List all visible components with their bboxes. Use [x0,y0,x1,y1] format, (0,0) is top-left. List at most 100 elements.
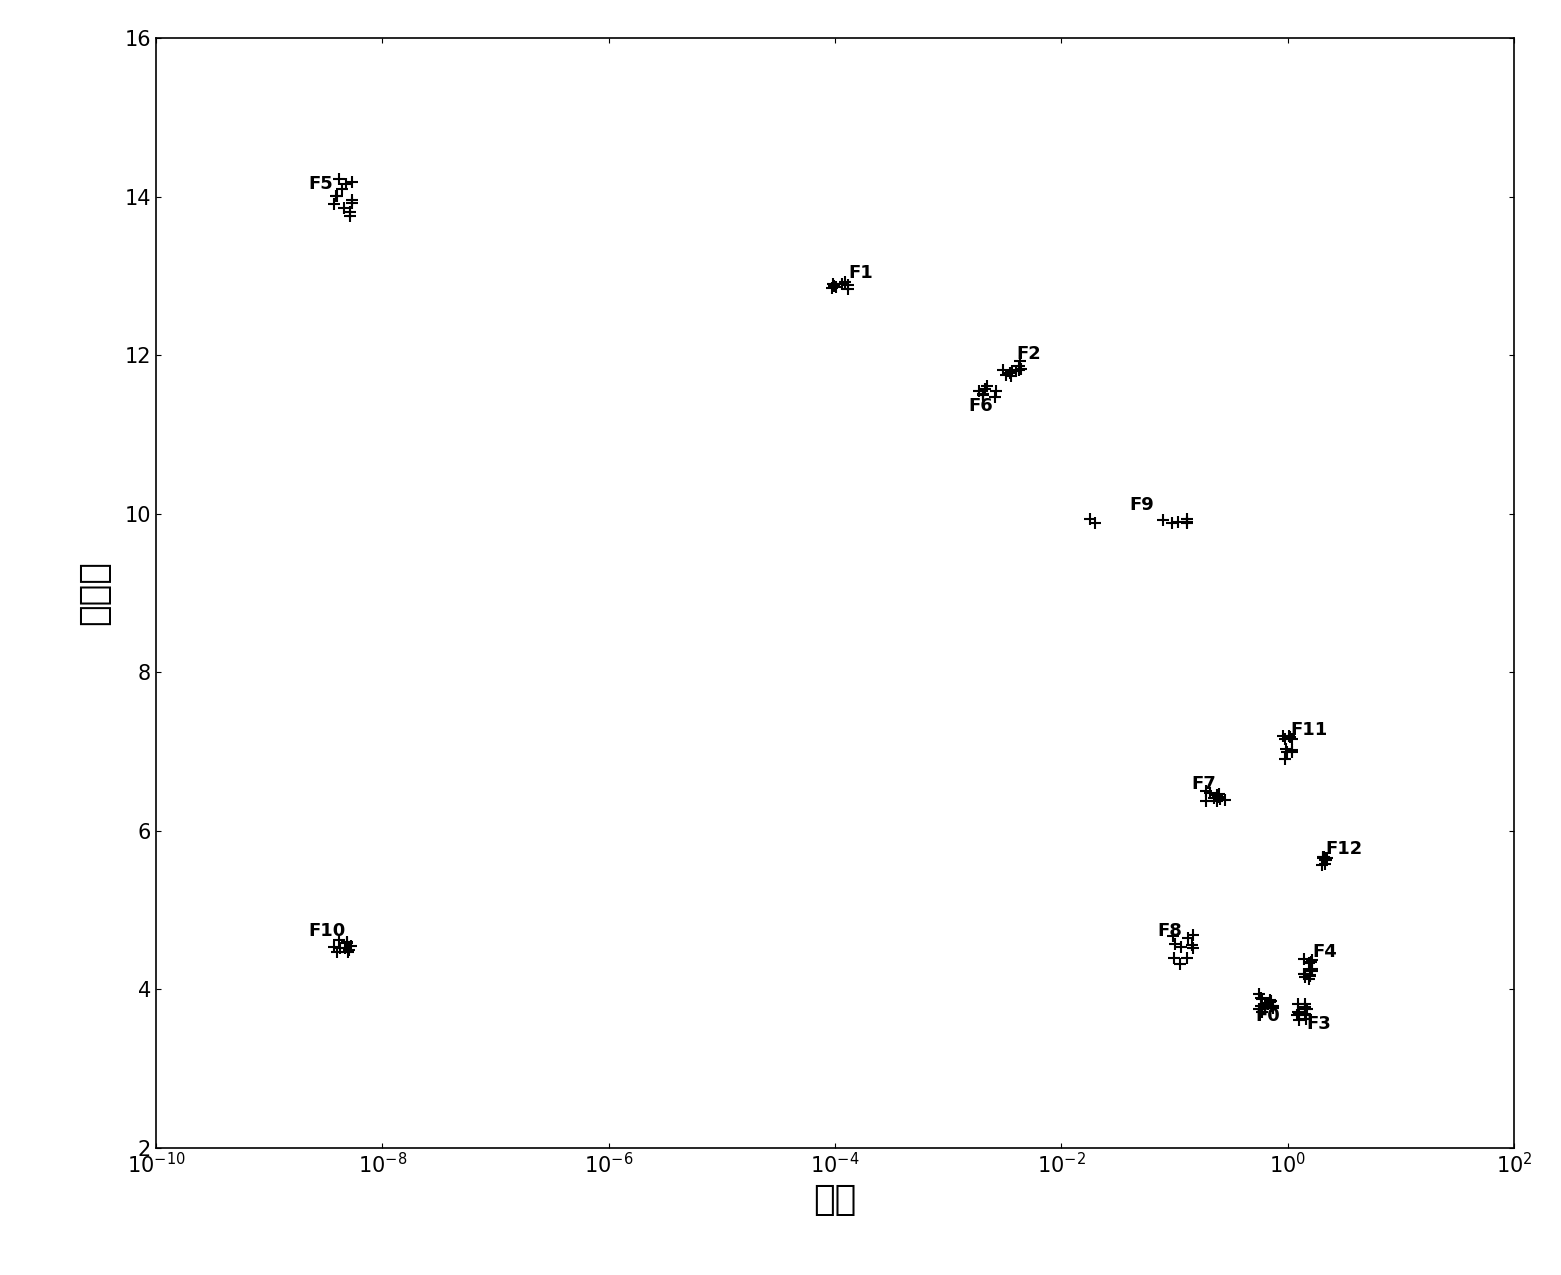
Point [1291,949,1316,969]
Point [325,942,350,963]
Point [835,279,860,300]
Point [999,366,1024,386]
Point [1311,847,1336,867]
Point [340,193,365,213]
Point [1163,933,1188,954]
Point [1293,1005,1317,1025]
Point [1313,854,1338,875]
Point [1205,790,1230,811]
Point [1299,959,1324,979]
Point [1271,725,1296,746]
Point [337,201,362,222]
Point [1300,961,1325,982]
Point [829,274,854,295]
Point [971,385,996,405]
Point [1252,998,1277,1019]
Point [325,186,350,207]
Point [1249,996,1274,1016]
Point [983,386,1008,407]
Point [334,932,359,952]
Point [339,172,364,193]
Point [1175,511,1200,532]
Point [1280,740,1305,760]
Point [1007,360,1032,380]
Point [1286,1010,1311,1030]
Point [1194,780,1219,801]
Text: F12: F12 [1325,840,1363,858]
Point [1297,952,1322,973]
Y-axis label: 信息煽: 信息煽 [76,561,111,625]
Point [1274,740,1299,760]
Point [1255,992,1280,1012]
Point [993,365,1018,385]
Point [1297,965,1322,986]
Point [1310,848,1335,868]
Point [971,384,996,404]
Point [834,272,859,292]
Point [1293,964,1317,984]
Point [1280,742,1305,762]
Point [1286,1003,1311,1024]
Point [1165,513,1189,533]
Point [1247,1000,1272,1020]
Point [820,278,845,298]
Point [1293,998,1317,1019]
Point [990,360,1015,380]
Point [1161,949,1186,969]
Point [983,381,1008,402]
Point [339,936,364,956]
Point [1175,509,1200,529]
Point [1272,748,1297,769]
Point [1274,742,1299,762]
Point [332,937,357,958]
Point [1180,938,1205,959]
Point [1180,935,1205,955]
Point [1314,848,1339,868]
Point [1174,513,1199,533]
Point [1180,926,1205,946]
Point [1310,848,1335,868]
Point [1299,951,1324,972]
Point [329,179,354,199]
Point [1293,993,1317,1014]
Point [997,362,1022,382]
Point [1205,784,1230,805]
Point [1150,510,1175,530]
Point [334,173,359,194]
Point [322,194,347,214]
Point [966,381,991,402]
Point [1258,991,1283,1011]
Point [328,937,353,958]
Point [1280,729,1305,750]
Point [1250,988,1275,1009]
Point [1168,937,1193,958]
Point [1260,996,1285,1016]
Point [1293,1005,1317,1025]
X-axis label: 峓度: 峓度 [813,1183,857,1218]
Point [1297,965,1322,986]
Point [1277,727,1302,747]
Point [1293,997,1317,1017]
Point [1257,992,1282,1012]
Point [1291,964,1316,984]
Text: F11: F11 [1291,722,1327,740]
Point [1202,788,1227,808]
Point [1272,729,1297,750]
Point [835,275,860,296]
Point [1008,360,1033,380]
Point [1313,849,1338,870]
Point [1160,926,1185,946]
Point [1160,513,1185,533]
Point [1277,727,1302,747]
Text: F10: F10 [308,922,345,940]
Point [1296,969,1321,989]
Point [1007,356,1032,376]
Point [337,207,362,227]
Point [322,936,347,956]
Point [1286,1002,1311,1023]
Point [1168,954,1193,974]
Point [1077,509,1102,529]
Point [1004,361,1029,381]
Text: F1: F1 [848,264,873,282]
Point [340,190,365,210]
